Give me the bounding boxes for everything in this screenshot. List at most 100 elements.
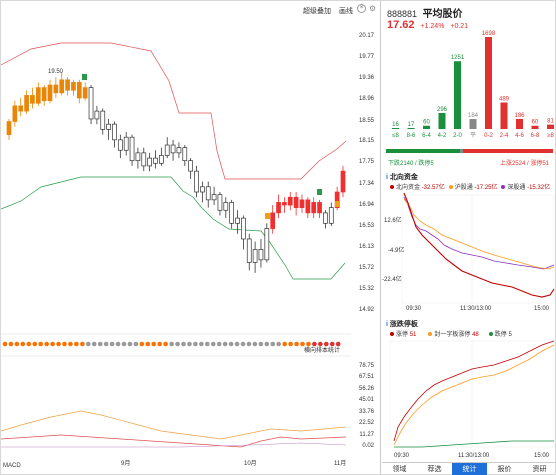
- dist-bar-value: 60: [532, 120, 539, 126]
- signal-dot: [139, 341, 145, 347]
- signal-dot: [20, 341, 26, 347]
- candle-body: [305, 199, 311, 214]
- nb-xtick-3: 15:00: [534, 306, 550, 312]
- candle-body: [65, 79, 70, 91]
- signal-dot: [318, 341, 323, 347]
- candle-body: [53, 84, 59, 94]
- price-tick: 19.36: [358, 75, 374, 82]
- lm-xtick-3: 15:00: [534, 453, 550, 459]
- limit-legend: 涨停 51 封一字板涨停 48 跌停 5: [390, 329, 556, 338]
- nb-ytick-2: -4.9亿: [388, 248, 405, 254]
- x-label-oct: 10月: [244, 461, 257, 467]
- signal-dot: [181, 341, 186, 347]
- kline-panel: 超级叠加 画线 × ⚙ 20.17 19.77 19.36 18.96 18.55 18.…: [1, 1, 381, 475]
- tab-stats[interactable]: 统计: [452, 463, 487, 475]
- candle-body: [182, 147, 188, 162]
- price-tick: 18.15: [358, 138, 374, 145]
- index-price: 17.62: [387, 19, 415, 31]
- price-tick: 17.75: [358, 159, 374, 166]
- dist-bar-value: 17: [408, 122, 415, 128]
- northbound-legend: 北向资金 -32.57亿 沪股通 -17.25亿 深股通 -15.32亿: [390, 182, 556, 191]
- legend-dot: [488, 332, 493, 337]
- candle-body: [241, 217, 246, 240]
- signal-dot: [216, 341, 222, 347]
- close-icon[interactable]: ×: [357, 4, 366, 13]
- macd-tick: 22.52: [358, 420, 374, 427]
- x-label-nov: 11月: [334, 461, 347, 467]
- tab-quote[interactable]: 报价: [497, 466, 512, 473]
- dist-bar-label: 4-6: [515, 133, 524, 139]
- candle-body: [106, 123, 111, 130]
- price-tick: 17.34: [358, 180, 374, 187]
- signal-dot: [312, 341, 317, 347]
- dist-bar-value: 60: [423, 120, 430, 126]
- macd-tick: 33.76: [358, 408, 374, 415]
- candle-body: [328, 207, 334, 224]
- signal-dot: [205, 341, 210, 347]
- dist-bar-value: 16: [392, 122, 399, 128]
- signal-dot: [276, 341, 282, 347]
- index-change: +0.21: [450, 23, 469, 30]
- price-tick: 16.94: [358, 201, 374, 208]
- dist-bar-label: 0-2: [484, 133, 493, 139]
- dist-bar-label: 2-4: [500, 133, 509, 139]
- macd-tick: 56.26: [358, 385, 374, 392]
- price-tick: 19.77: [358, 53, 374, 60]
- signal-dot: [50, 341, 55, 347]
- high-price-label: 19.50: [48, 69, 64, 75]
- tab-picks[interactable]: 荐选: [427, 466, 442, 473]
- signal-dot: [133, 341, 139, 347]
- down-strip: [386, 149, 460, 153]
- candle-body: [246, 238, 252, 263]
- overlay-button[interactable]: 超级叠加: [303, 8, 332, 15]
- signal-dot: [329, 341, 335, 347]
- kline-chart[interactable]: [1, 1, 381, 475]
- signal-dot: [324, 341, 329, 347]
- lower-band-line: [1, 176, 346, 280]
- signal-dot: [193, 341, 198, 347]
- candle-body: [82, 87, 88, 99]
- sz-line: [403, 196, 555, 270]
- legend-dot: [390, 332, 394, 337]
- price-tick: 16.53: [358, 222, 374, 229]
- candle-body: [176, 147, 182, 154]
- candle-body: [159, 155, 164, 164]
- gear-icon[interactable]: ⚙: [368, 4, 377, 13]
- dist-bar-value: 81: [547, 119, 554, 125]
- candle-body: [88, 87, 94, 120]
- signal-dot: [109, 341, 115, 347]
- signal-dot: [157, 341, 162, 347]
- draw-line-button[interactable]: 画线: [339, 8, 353, 15]
- signal-dot: [62, 341, 67, 347]
- signal-dot: [335, 341, 341, 347]
- tab-domain[interactable]: 领域: [392, 466, 407, 473]
- limit-down-line: [394, 440, 554, 448]
- dist-bar-value: 186: [514, 113, 525, 119]
- candle-body: [76, 82, 82, 99]
- dist-bar: [547, 124, 554, 129]
- signal-dot: [68, 341, 73, 347]
- signal-dot: [74, 341, 79, 347]
- legend-sz: 深股通 -15.32亿: [501, 182, 550, 191]
- limit-title: i 涨跌停板: [386, 321, 418, 328]
- northbound-chart[interactable]: [382, 191, 556, 313]
- northbound-line: [403, 192, 555, 298]
- signal-dot: [38, 341, 43, 347]
- candle-body: [147, 157, 152, 167]
- signal-dot: [115, 341, 121, 347]
- tab-research[interactable]: 资研: [532, 466, 547, 473]
- candle-body: [123, 136, 129, 151]
- legend-limit-down: 跌停 5: [488, 329, 512, 338]
- macd-tick: 0.02: [362, 443, 374, 449]
- candle-body: [194, 170, 199, 193]
- candle-body: [317, 202, 322, 214]
- dist-bar-value: 184: [468, 113, 479, 119]
- legend-dot: [448, 185, 453, 190]
- dist-bar: [423, 125, 430, 129]
- candle-body: [188, 160, 193, 172]
- signal-stat-label[interactable]: 横向排本统计: [304, 348, 341, 354]
- limit-chart[interactable]: [382, 337, 556, 451]
- chart-frame: [401, 194, 555, 304]
- lm-xtick-2: 11:30/13:00: [458, 453, 490, 459]
